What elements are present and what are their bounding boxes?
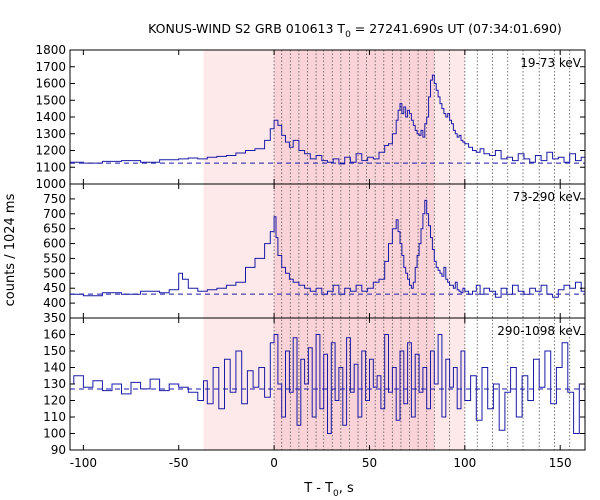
y-tick-label: 120 xyxy=(43,394,66,408)
frame xyxy=(69,49,586,451)
xlabel-sub: 0 xyxy=(333,489,339,499)
y-tick-label: 150 xyxy=(43,344,66,358)
y-tick-label: 600 xyxy=(43,237,66,251)
y-tick-label: 140 xyxy=(43,361,66,375)
x-axis-label: T - T0, s xyxy=(303,481,354,499)
panel-3: 90 100 110 120 130 140 150 160 290-1098 keV xyxy=(43,318,585,457)
title-sub: 0 xyxy=(345,30,351,40)
y-tick-label: 1000 xyxy=(35,177,66,191)
panel-energy-label: 19-73 keV xyxy=(520,56,582,70)
xlabel-rest: , s xyxy=(339,481,354,496)
panel-energy-label: 290-1098 keV xyxy=(497,324,581,338)
y-axis-label: counts / 1024 ms xyxy=(3,193,18,306)
y-tick-label: 650 xyxy=(43,222,66,236)
series-histogram xyxy=(70,334,585,434)
y-tick-label: 1500 xyxy=(35,93,66,107)
x-tick-label: -100 xyxy=(70,456,97,470)
series-histogram xyxy=(70,74,585,165)
y-tick-label: 1700 xyxy=(35,60,66,74)
y-tick-label: 750 xyxy=(43,192,66,206)
y-tick-label: 100 xyxy=(43,427,66,441)
y-tick-label: 160 xyxy=(43,328,66,342)
y-tick-label: 500 xyxy=(43,266,66,280)
y-tick-label: 110 xyxy=(43,410,66,424)
series-histogram xyxy=(70,199,585,298)
x-tick-label: -50 xyxy=(169,456,189,470)
x-tick-label: 150 xyxy=(549,456,572,470)
title-main: KONUS-WIND S2 GRB 010613 T xyxy=(148,21,345,36)
xlabel-main: T - T xyxy=(303,481,333,496)
interval-lines xyxy=(273,50,571,450)
x-tick-label: 100 xyxy=(453,456,476,470)
plot-frame xyxy=(69,49,586,451)
panels: 1000 1100 1200 1300 1400 1500 1600 1700 1800 19-7… xyxy=(35,43,585,457)
title-rest: = 27241.690s UT (07:34:01.690) xyxy=(351,21,562,36)
y-tick-label: 1600 xyxy=(35,77,66,91)
chart-title: KONUS-WIND S2 GRB 010613 T0 = 27241.690s… xyxy=(148,21,562,40)
y-tick-label: 1200 xyxy=(35,144,66,158)
y-tick-label: 450 xyxy=(43,281,66,295)
y-tick-label: 350 xyxy=(43,311,66,325)
x-tick-label: 50 xyxy=(362,456,377,470)
x-axis: -100 -50 0 50 100 150 xyxy=(70,456,572,470)
y-tick-label: 1400 xyxy=(35,110,66,124)
y-tick-label: 550 xyxy=(43,251,66,265)
y-tick-label: 400 xyxy=(43,296,66,310)
y-tick-label: 1100 xyxy=(35,160,66,174)
panel-energy-label: 73-290 keV xyxy=(513,190,582,204)
y-tick-label: 1800 xyxy=(35,43,66,57)
y-tick-label: 1300 xyxy=(35,127,66,141)
y-tick-label: 90 xyxy=(51,443,66,457)
shaded-intervals xyxy=(203,50,465,450)
x-tick-label: 0 xyxy=(270,456,278,470)
y-tick-label: 130 xyxy=(43,377,66,391)
panel-1: 1000 1100 1200 1300 1400 1500 1600 1700 1800 19-7… xyxy=(35,43,585,191)
y-tick-label: 700 xyxy=(43,207,66,221)
